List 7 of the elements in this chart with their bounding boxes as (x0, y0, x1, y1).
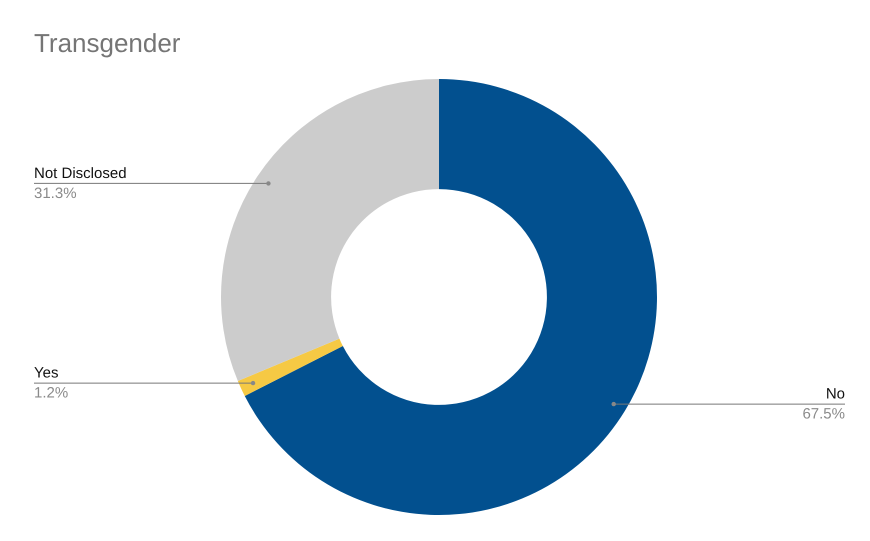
slice-label: Yes (34, 364, 58, 382)
slice-label: Not Disclosed (34, 165, 127, 182)
slice-label: No (826, 386, 845, 403)
chart-title: Transgender (34, 28, 180, 59)
data-label: 1.2% (34, 384, 68, 402)
data-label: 67.5% (802, 406, 845, 423)
data-label: 31.3% (34, 185, 77, 202)
